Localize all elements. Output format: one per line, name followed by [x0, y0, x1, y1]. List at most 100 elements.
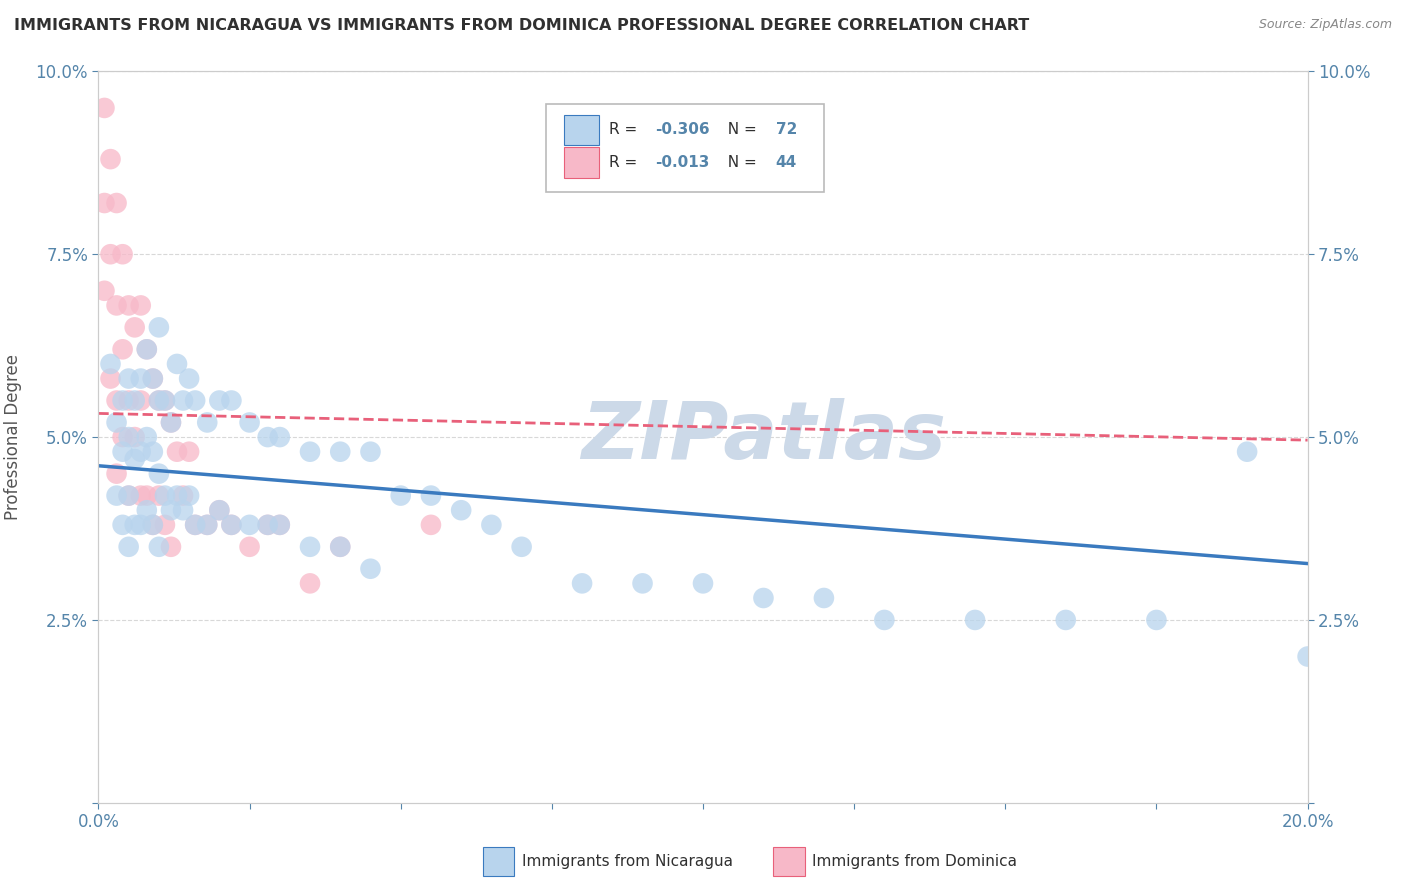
Point	[166, 357, 188, 371]
Point	[481, 517, 503, 532]
Text: Immigrants from Nicaragua: Immigrants from Nicaragua	[522, 854, 733, 869]
Point	[1054, 613, 1077, 627]
Point	[142, 517, 165, 532]
Point	[179, 371, 201, 385]
Point	[166, 489, 188, 503]
FancyBboxPatch shape	[564, 147, 599, 178]
Point	[93, 101, 115, 115]
Point	[135, 503, 157, 517]
Text: 44: 44	[776, 155, 797, 170]
Point	[129, 444, 152, 458]
Point	[299, 444, 322, 458]
Point	[118, 489, 141, 503]
Point	[1296, 649, 1319, 664]
Text: -0.013: -0.013	[655, 155, 709, 170]
Point	[269, 517, 291, 532]
Point	[269, 430, 291, 444]
Point	[105, 393, 128, 408]
Point	[1144, 613, 1167, 627]
Point	[148, 489, 170, 503]
Point	[160, 503, 183, 517]
Text: R =: R =	[609, 122, 641, 137]
Point	[142, 371, 165, 385]
Point	[111, 393, 134, 408]
Text: N =: N =	[717, 122, 761, 137]
Point	[118, 393, 141, 408]
Point	[172, 489, 194, 503]
Point	[172, 503, 194, 517]
Point	[329, 540, 352, 554]
Y-axis label: Professional Degree: Professional Degree	[4, 354, 21, 520]
Text: ZIPatlas: ZIPatlas	[581, 398, 946, 476]
Point	[160, 416, 183, 430]
Point	[965, 613, 987, 627]
Point	[208, 503, 231, 517]
Point	[148, 467, 170, 481]
FancyBboxPatch shape	[482, 847, 515, 876]
Point	[813, 591, 835, 605]
Point	[239, 416, 262, 430]
Point	[118, 298, 141, 312]
Point	[142, 371, 165, 385]
Point	[360, 444, 382, 458]
Point	[111, 247, 134, 261]
Point	[148, 540, 170, 554]
Text: IMMIGRANTS FROM NICARAGUA VS IMMIGRANTS FROM DOMINICA PROFESSIONAL DEGREE CORREL: IMMIGRANTS FROM NICARAGUA VS IMMIGRANTS …	[14, 18, 1029, 33]
Point	[195, 517, 218, 532]
Point	[172, 393, 194, 408]
Point	[124, 393, 146, 408]
Point	[124, 430, 146, 444]
Point	[166, 444, 188, 458]
Point	[124, 452, 146, 467]
Point	[111, 430, 134, 444]
Point	[105, 467, 128, 481]
Point	[184, 517, 207, 532]
Point	[100, 247, 122, 261]
Point	[93, 284, 115, 298]
Point	[153, 489, 176, 503]
Point	[111, 444, 134, 458]
Point	[105, 416, 128, 430]
Text: Immigrants from Dominica: Immigrants from Dominica	[811, 854, 1017, 869]
Point	[631, 576, 654, 591]
Point	[160, 540, 183, 554]
Point	[100, 371, 122, 385]
Point	[179, 444, 201, 458]
Point	[100, 357, 122, 371]
Point	[1236, 444, 1258, 458]
Point	[148, 320, 170, 334]
Point	[105, 196, 128, 211]
Point	[752, 591, 775, 605]
Point	[111, 517, 134, 532]
Point	[221, 517, 243, 532]
FancyBboxPatch shape	[773, 847, 804, 876]
Point	[105, 298, 128, 312]
Point	[135, 343, 157, 357]
Point	[153, 517, 176, 532]
Point	[135, 343, 157, 357]
Text: -0.306: -0.306	[655, 122, 709, 137]
Point	[118, 489, 141, 503]
Point	[160, 416, 183, 430]
Text: 72: 72	[776, 122, 797, 137]
Point	[118, 430, 141, 444]
Text: R =: R =	[609, 155, 641, 170]
Point	[129, 371, 152, 385]
Point	[208, 393, 231, 408]
Point	[239, 517, 262, 532]
Point	[221, 517, 243, 532]
Point	[692, 576, 714, 591]
Point	[153, 393, 176, 408]
Point	[571, 576, 593, 591]
Point	[221, 393, 243, 408]
Point	[111, 343, 134, 357]
Point	[142, 517, 165, 532]
Point	[256, 430, 278, 444]
FancyBboxPatch shape	[546, 104, 824, 192]
Point	[510, 540, 533, 554]
Point	[135, 489, 157, 503]
Point	[450, 503, 472, 517]
Point	[129, 489, 152, 503]
Point	[148, 393, 170, 408]
Point	[269, 517, 291, 532]
